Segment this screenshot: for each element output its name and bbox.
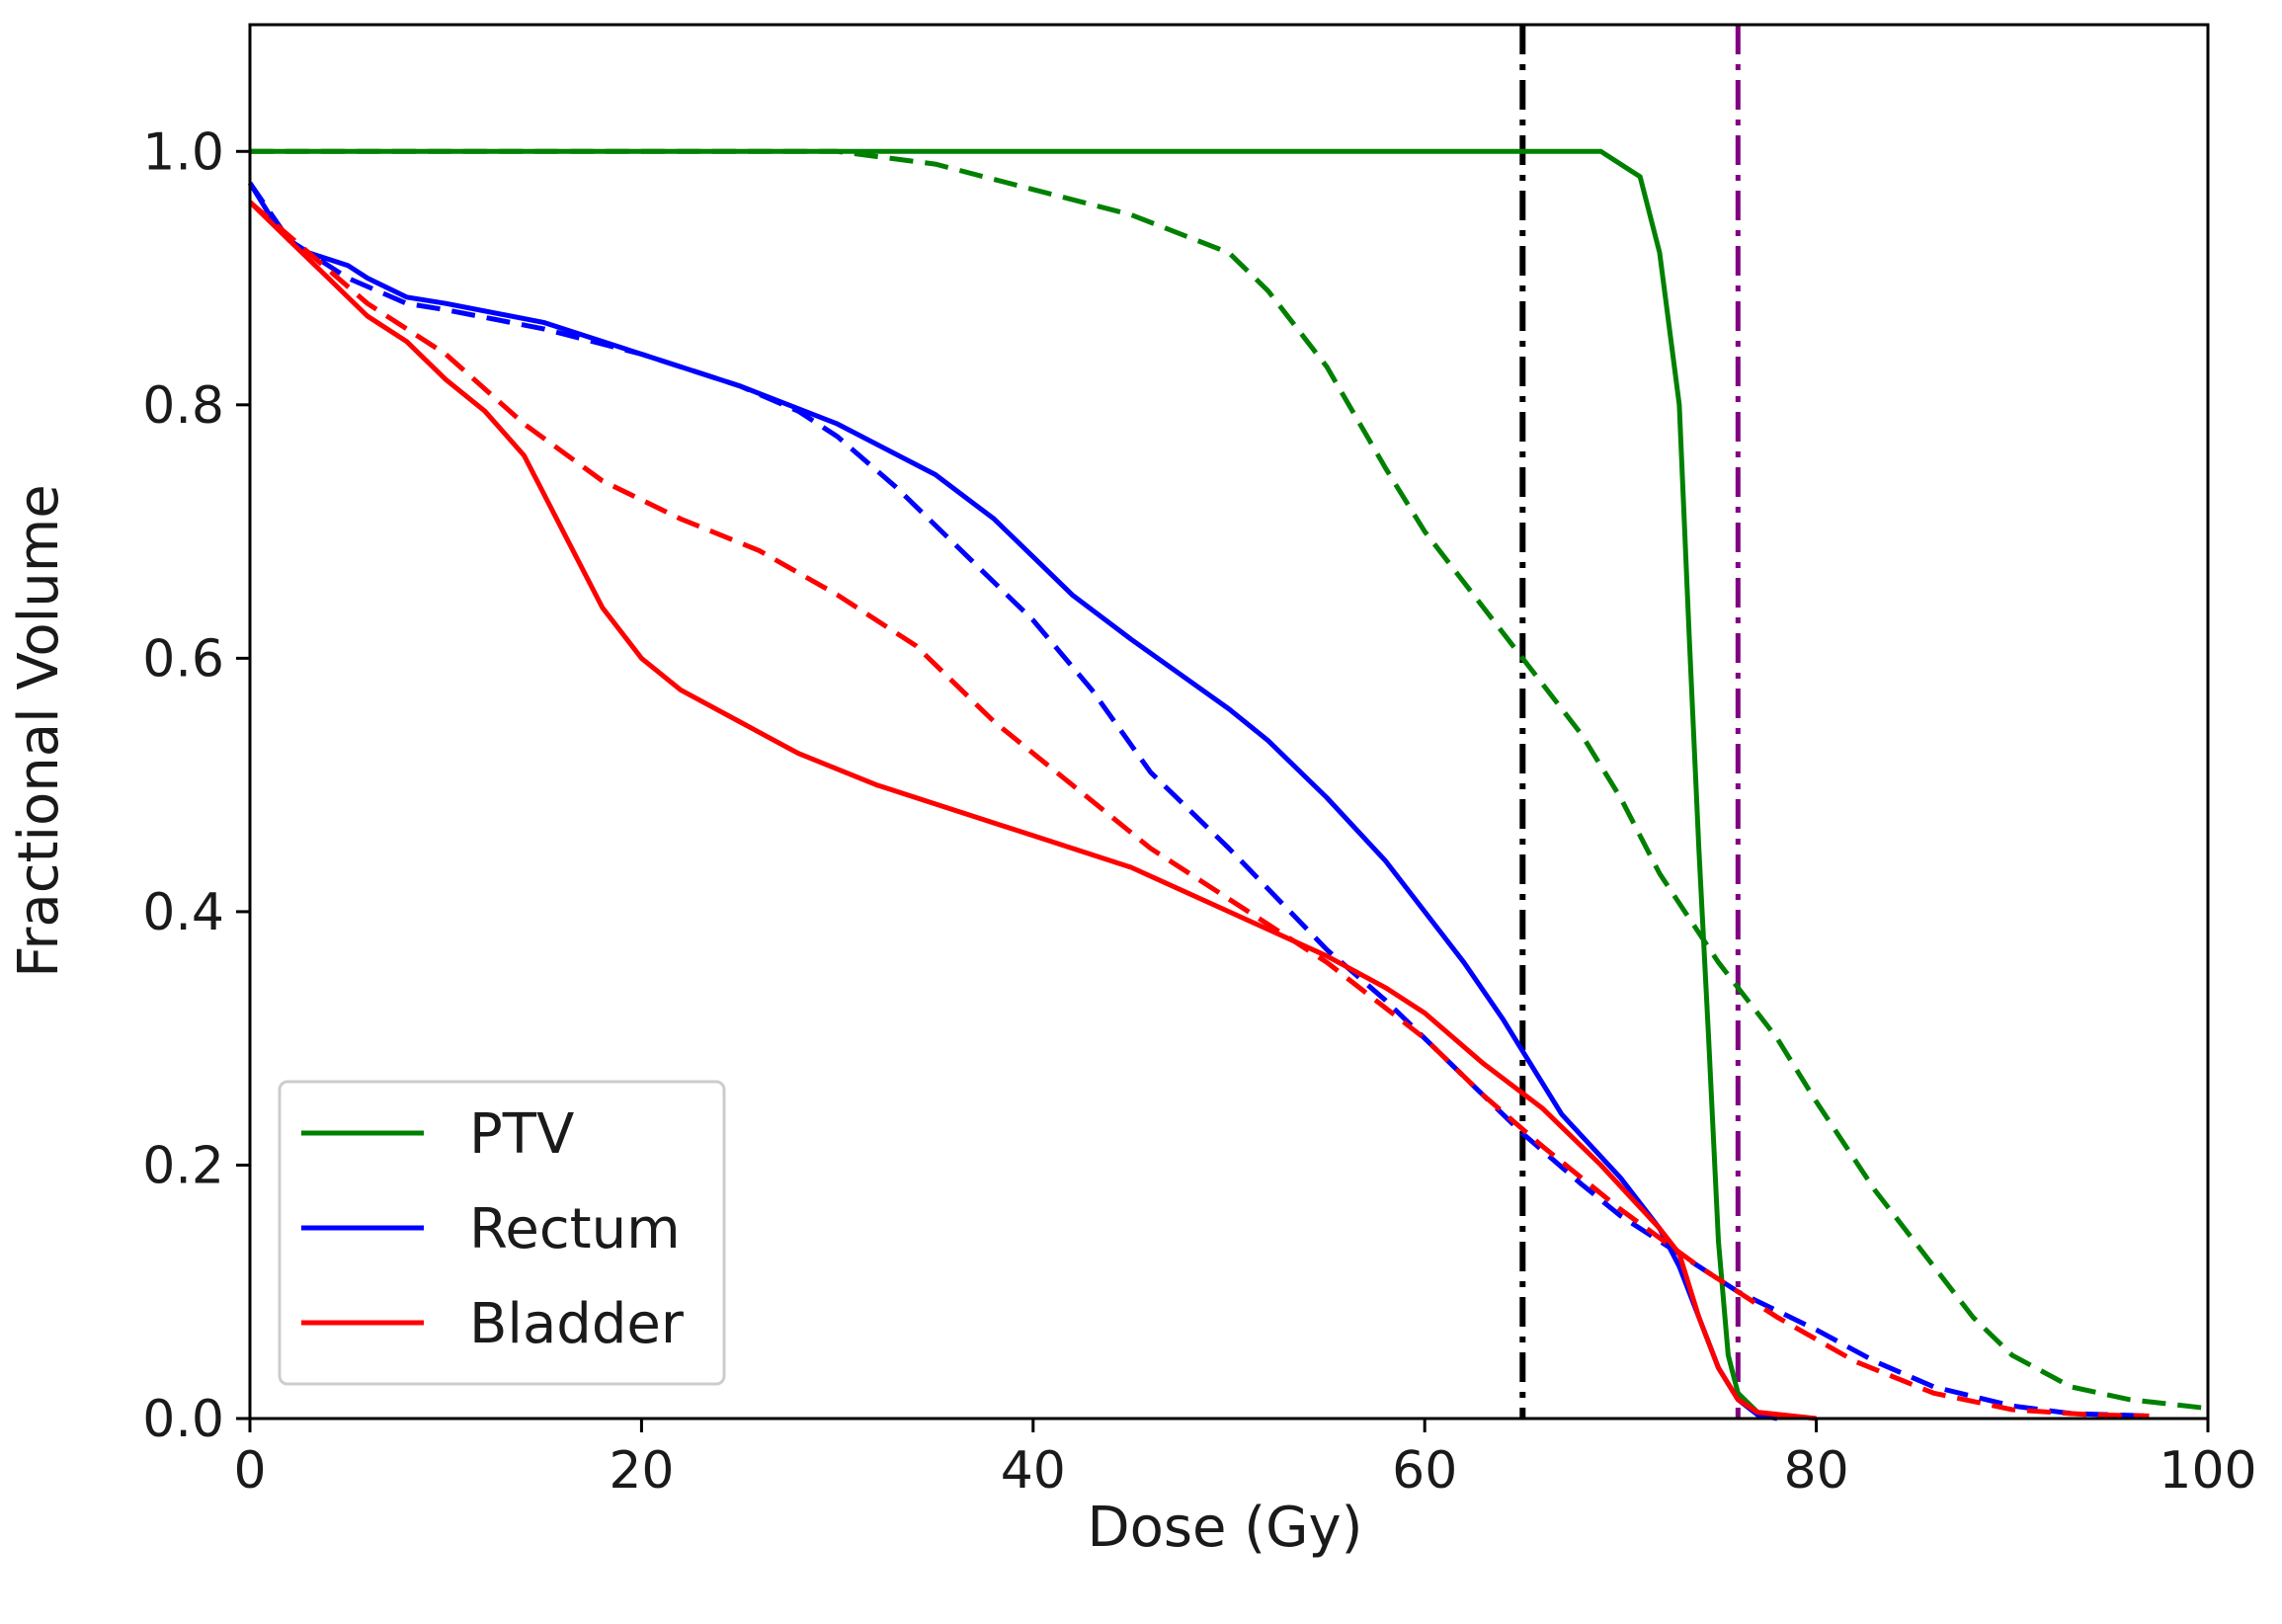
- y-tick-label: 1.0: [142, 122, 224, 182]
- plot-frame: [248, 23, 2210, 1421]
- y-tick-label: 0.2: [142, 1136, 224, 1195]
- series-bladder-dashed: [248, 200, 2150, 1419]
- x-tick-label: 80: [1784, 1441, 1849, 1501]
- series-bladder: [248, 200, 1817, 1421]
- y-tick-label: 0.0: [142, 1390, 224, 1449]
- y-axis-label: Fractional Volume: [7, 484, 71, 978]
- x-tick-label: 100: [2159, 1441, 2256, 1501]
- x-tick-label: 0: [233, 1441, 266, 1501]
- series-rectum-dashed: [247, 181, 2150, 1419]
- legend-label-ptv: PTV: [469, 1102, 574, 1167]
- legend: PTV Rectum Bladder: [278, 1080, 726, 1386]
- legend-label-rectum: Rectum: [469, 1197, 681, 1261]
- y-tick-label: 0.8: [142, 376, 224, 436]
- x-axis-label: Dose (Gy): [1087, 1496, 1362, 1560]
- legend-label-bladder: Bladder: [469, 1292, 685, 1356]
- y-axis: 0.0 0.2 0.4 0.6 0.8 1.0: [142, 122, 250, 1449]
- x-tick-label: 60: [1392, 1441, 1457, 1501]
- series-ptv: [250, 148, 1778, 1421]
- plot-area: [247, 23, 2210, 1421]
- legend-box: [278, 1080, 726, 1386]
- y-tick-label: 0.6: [142, 629, 224, 689]
- x-tick-label: 20: [609, 1441, 674, 1501]
- x-tick-label: 40: [1001, 1441, 1066, 1501]
- y-tick-label: 0.4: [142, 883, 224, 942]
- x-axis: 0 20 40 60 80 100: [233, 1419, 2257, 1501]
- series-ptv-dashed: [250, 148, 2209, 1412]
